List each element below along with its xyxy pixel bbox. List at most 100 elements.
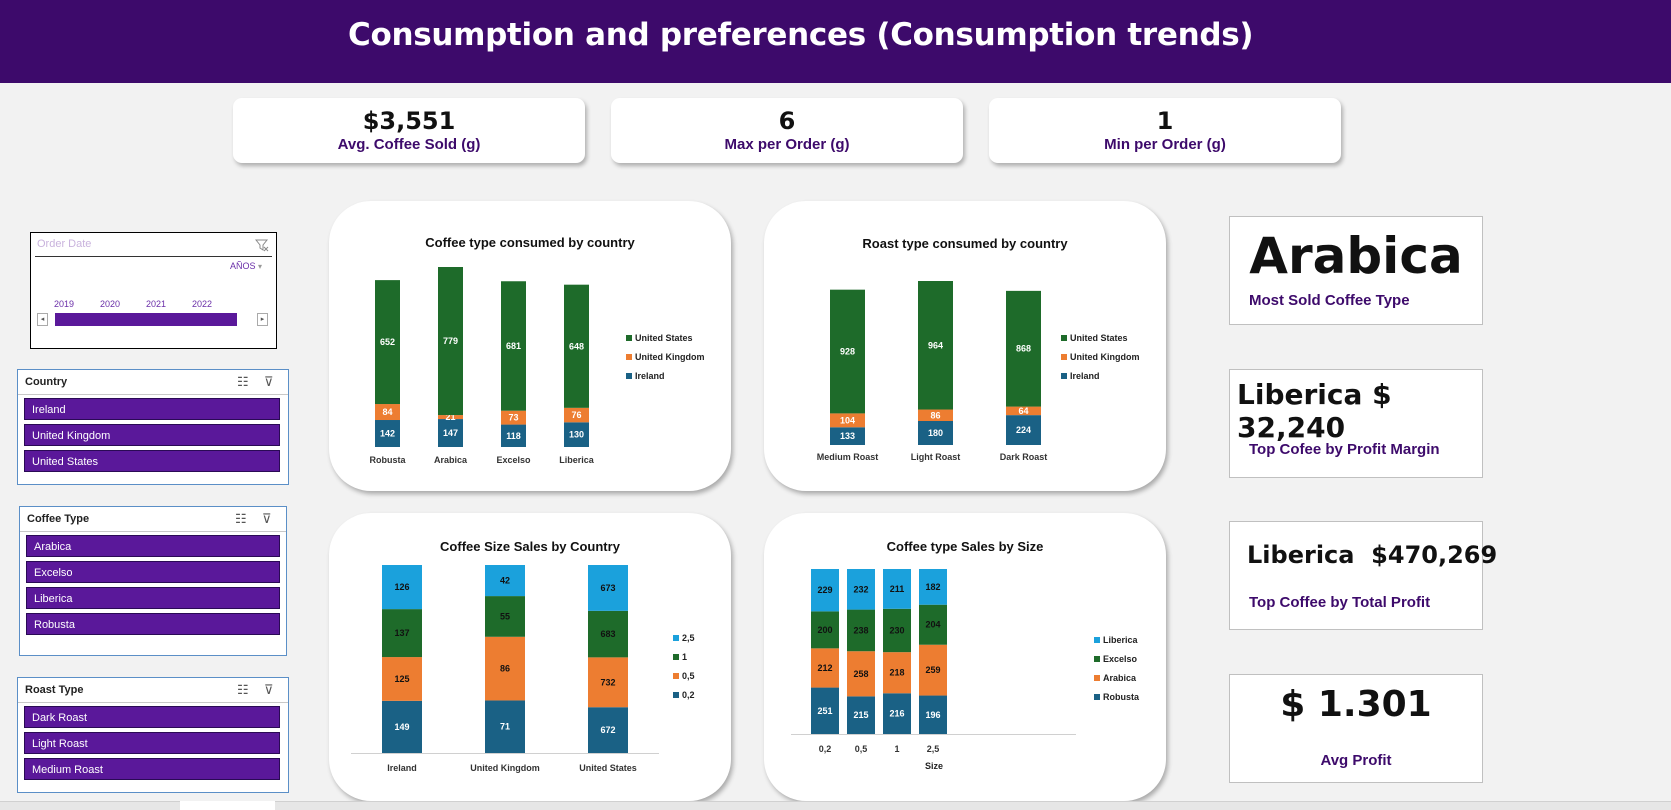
data-label: 73 (508, 413, 518, 423)
legend-swatch (1094, 637, 1100, 643)
chart-svg: 133 104 928 Medium Roast 180 86 964 Light Roast… (817, 281, 1140, 462)
data-label: 218 (889, 668, 904, 678)
time-level-selector[interactable]: AÑOS ▾ (230, 261, 262, 271)
order-date-timeline[interactable]: Order Date AÑOS ▾ 2019 2020 2021 2022 ◂ … (30, 232, 277, 349)
chart-title: Roast type consumed by country (862, 236, 1068, 251)
data-label: 42 (500, 576, 510, 586)
chart-roast-type-by-country: Roast type consumed by country 133 104 928… (764, 201, 1166, 491)
data-label: 648 (569, 341, 584, 351)
slicer-item-excelso[interactable]: Excelso (26, 561, 280, 583)
legend-swatch (673, 673, 679, 679)
bar-united-kingdom-excelso (501, 410, 526, 425)
bar-ireland-light-roast (918, 421, 953, 445)
sheet-tab-bar (0, 801, 1671, 810)
multi-select-icon[interactable]: ☷ (235, 511, 247, 526)
data-label: 76 (571, 410, 581, 420)
timeline-year-2019[interactable]: 2019 (54, 299, 75, 309)
legend-item-united-states: United States (635, 333, 693, 343)
slicer-item-arabica[interactable]: Arabica (26, 535, 280, 557)
kpi-value: 1 (1156, 107, 1174, 135)
bar-excelso-2-5 (919, 604, 947, 645)
bar-united-states-light-roast (918, 281, 953, 410)
data-label: 229 (817, 585, 832, 595)
data-label: 230 (889, 625, 904, 635)
slicer-item-united-kingdom[interactable]: United Kingdom (24, 424, 280, 446)
bar-liberica-1 (883, 569, 911, 609)
bar-united-states-arabica (438, 267, 463, 416)
timeline-year-2020[interactable]: 2020 (100, 299, 121, 309)
x-axis-title: Size (925, 761, 943, 771)
clear-filter-icon[interactable]: ⊽ (262, 511, 272, 526)
clear-filter-icon[interactable]: ⊽ (264, 374, 274, 389)
category-label: Medium Roast (817, 452, 879, 462)
slicer-header: Coffee Type ☷ ⊽ (20, 507, 286, 532)
legend-item-0-5: 0,5 (682, 671, 695, 681)
stat-label: Most Sold Coffee Type (1249, 292, 1410, 309)
category-label: 1 (894, 744, 899, 754)
clear-filter-icon[interactable]: ⊽ (264, 682, 274, 697)
data-label: 86 (500, 664, 510, 674)
multi-select-icon[interactable]: ☷ (237, 682, 249, 697)
coffee-type-slicer: Coffee Type ☷ ⊽ Arabica Excelso Liberica… (19, 506, 287, 656)
timeline-year-2021[interactable]: 2021 (146, 299, 167, 309)
legend-item-0-2: 0,2 (682, 690, 695, 700)
slicer-item-light-roast[interactable]: Light Roast (24, 732, 280, 754)
bar-united-kingdom-robusta (375, 404, 400, 421)
legend-item-liberica: Liberica (1103, 635, 1139, 645)
data-label: 681 (506, 341, 521, 351)
bar-ireland-robusta (375, 420, 400, 447)
bar-1-ireland (382, 609, 422, 658)
legend-swatch (673, 692, 679, 698)
clear-filter-icon[interactable] (255, 238, 269, 252)
bar-united-kingdom-light-roast (918, 409, 953, 421)
bar-robusta-0-2 (811, 687, 839, 734)
category-label: United Kingdom (470, 763, 540, 773)
data-label: 64 (1018, 406, 1028, 416)
data-label: 928 (840, 347, 855, 357)
legend-item-1: 1 (682, 652, 687, 662)
data-label: 133 (840, 431, 855, 441)
category-label: 2,5 (927, 744, 940, 754)
legend-item-ireland: Ireland (635, 371, 665, 381)
bar-united-states-medium-roast (830, 289, 865, 414)
stat-label: Top Coffee by Total Profit (1249, 594, 1431, 611)
slicer-title: Country (25, 376, 68, 388)
bar-0-2-united-states (588, 707, 628, 753)
scroll-right-button[interactable]: ▸ (257, 313, 268, 326)
bar-liberica-0-2 (811, 569, 839, 612)
data-label: 142 (380, 429, 395, 439)
bar-united-kingdom-dark-roast (1006, 406, 1041, 416)
stat-value: Liberica $470,269 (1247, 541, 1498, 569)
legend-item-united-kingdom: United Kingdom (1070, 352, 1140, 362)
bar-1-united-kingdom (485, 596, 525, 637)
bar-arabica-0-2 (811, 648, 839, 688)
bar-united-kingdom-arabica (438, 415, 463, 420)
stat-top-profit-margin: Liberica $ 32,240 Top Cofee by Profit Ma… (1229, 369, 1483, 478)
category-label: 0,5 (855, 744, 868, 754)
legend-swatch (1094, 694, 1100, 700)
timeline-year-2022[interactable]: 2022 (192, 299, 213, 309)
slicer-item-ireland[interactable]: Ireland (24, 398, 280, 420)
slicer-item-united-states[interactable]: United States (24, 450, 280, 472)
sheet-tab-active[interactable] (180, 801, 275, 810)
category-label: United States (579, 763, 637, 773)
category-label: Excelso (496, 455, 531, 465)
timeline-caption: Order Date (37, 238, 92, 250)
bar-0-5-united-kingdom (485, 636, 525, 701)
slicer-item-medium-roast[interactable]: Medium Roast (24, 758, 280, 780)
data-label: 251 (817, 706, 832, 716)
multi-select-icon[interactable]: ☷ (237, 374, 249, 389)
legend-swatch (1061, 354, 1067, 360)
legend-swatch (1061, 335, 1067, 341)
slicer-item-robusta[interactable]: Robusta (26, 613, 280, 635)
slicer-header: Country ☷ ⊽ (18, 370, 288, 395)
slicer-item-liberica[interactable]: Liberica (26, 587, 280, 609)
time-level-label: AÑOS (230, 261, 256, 271)
slicer-title: Roast Type (25, 684, 84, 696)
legend-swatch (626, 354, 632, 360)
scroll-left-button[interactable]: ◂ (37, 313, 48, 326)
kpi-label: Avg. Coffee Sold (g) (337, 136, 481, 153)
bar-excelso-0-5 (847, 609, 875, 652)
slicer-item-dark-roast[interactable]: Dark Roast (24, 706, 280, 728)
timeline-range-bar[interactable] (55, 313, 237, 326)
